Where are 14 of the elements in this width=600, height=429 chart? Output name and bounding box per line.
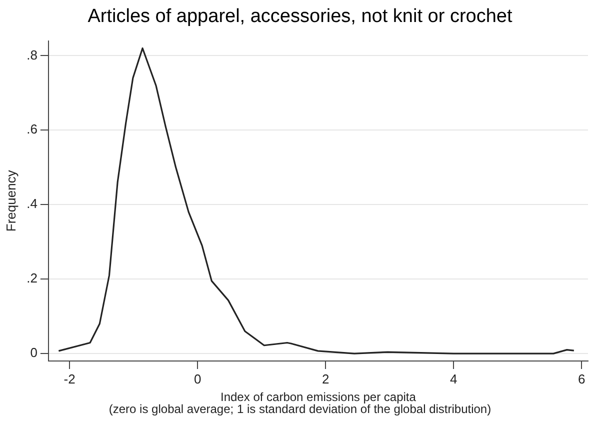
y-tick-label: .2	[26, 270, 38, 286]
text: (zero is global average; 1 is standard deviation of the global distribution)	[108, 402, 492, 416]
y-tick-label: .4	[26, 196, 38, 212]
x-tick-label: -2	[64, 371, 76, 386]
x-axis-title: Index of carbon emissions per capita	[220, 390, 416, 404]
y-tick-label: .8	[26, 47, 38, 62]
x-tick-label: 0	[194, 371, 202, 386]
y-tick-label: 0	[30, 345, 38, 360]
x-tick-label: 6	[578, 371, 586, 386]
x-tick-label: 2	[322, 371, 330, 386]
y-axis-title: Frequency	[3, 170, 18, 232]
chart-title: Articles of apparel, accessories, not knit or crochet	[86, 5, 514, 29]
y-tick-label: .6	[26, 122, 38, 137]
x-tick-label: 4	[450, 371, 458, 386]
